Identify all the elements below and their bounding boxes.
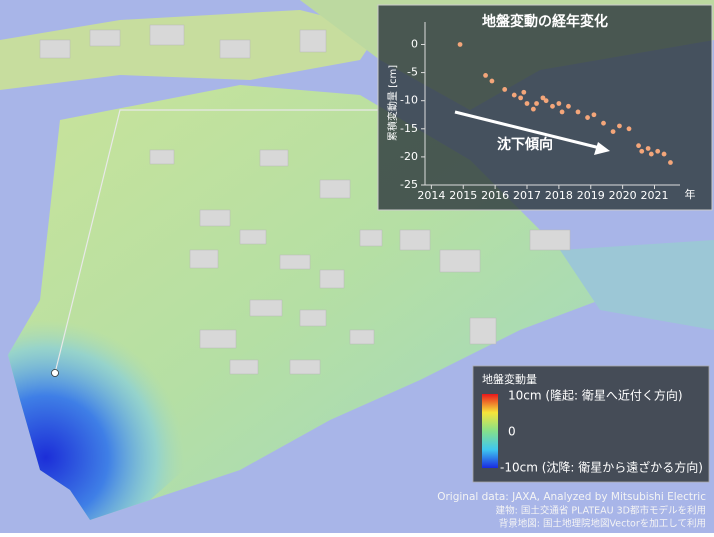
data-point: [524, 101, 530, 106]
x-tick-label: 2015: [449, 189, 477, 202]
y-tick-label: -10: [400, 94, 418, 107]
data-point: [556, 101, 562, 106]
data-point: [575, 109, 581, 115]
data-point: [610, 129, 616, 135]
x-tick-label: 2018: [545, 189, 573, 202]
data-point: [645, 146, 651, 151]
data-point: [457, 42, 463, 47]
data-point: [511, 92, 517, 98]
data-point: [534, 101, 539, 106]
data-point: [483, 72, 488, 78]
data-point: [489, 78, 495, 84]
data-point: [566, 103, 571, 109]
data-point: [601, 120, 606, 126]
callout-point: [51, 369, 59, 377]
y-tick-label: -5: [407, 66, 418, 79]
y-tick-label: -15: [400, 122, 418, 135]
x-tick-label: 2016: [481, 189, 509, 202]
subsidence-area: [8, 270, 260, 520]
legend-label: 10cm (隆起: 衛星へ近付く方向): [508, 388, 683, 403]
trend-arrowhead: [594, 142, 610, 155]
x-tick-label: 2017: [513, 189, 541, 202]
inset-chart: 地盤変動の経年変化 累積変動量 [cm] 年 沈下傾向 0 -5 -10 -15 -20…: [386, 13, 696, 202]
callout-line: [54, 109, 378, 374]
annotation: 沈下傾向: [497, 136, 553, 153]
y-tick-label: -20: [400, 150, 418, 163]
data-point: [518, 95, 524, 101]
y-axis-label: 累積変動量 [cm]: [386, 65, 399, 141]
credit: 建物: 国土交通省 PLATEAU 3D都市モデルを利用: [496, 505, 706, 517]
data-point: [502, 87, 508, 92]
credit: 背景地図: 国土地理院地図Vectorを加工して利用: [499, 518, 706, 530]
data-point: [585, 115, 590, 120]
x-tick-label: 2021: [641, 189, 669, 202]
data-point: [550, 103, 555, 109]
pier: [560, 240, 714, 330]
x-tick-label: 2020: [609, 189, 637, 202]
inset-panel: [377, 4, 713, 211]
legend-title: 地盤変動量: [482, 372, 537, 386]
data-point: [648, 151, 654, 157]
legend-label: -10cm (沈降: 衛星から遠ざかる方向): [500, 460, 703, 475]
data-point: [559, 109, 565, 115]
data-point: [617, 123, 622, 129]
data-point: [626, 126, 632, 132]
legend-panel: [472, 365, 710, 483]
x-tick-label: 2014: [417, 189, 445, 202]
data-point: [540, 95, 546, 101]
y-tick-label: -25: [400, 178, 418, 191]
data-point: [639, 148, 645, 154]
data-point: [655, 148, 661, 154]
legend-label: 0: [508, 425, 516, 439]
data-point: [543, 98, 549, 104]
data-point: [661, 151, 667, 157]
credit: Original data: JAXA, Analyzed by Mitsubi…: [437, 491, 706, 503]
x-axis-label: 年: [685, 187, 696, 201]
data-point: [591, 112, 597, 118]
data-point: [636, 143, 641, 149]
buildings: [39, 24, 571, 375]
trend-arrow: [454, 110, 601, 150]
x-tick-label: 2019: [577, 189, 605, 202]
chart-title: 地盤変動の経年変化: [482, 13, 608, 30]
data-point: [530, 106, 536, 112]
data-point: [521, 89, 527, 95]
data-point: [668, 160, 673, 165]
color-bar: [482, 394, 498, 468]
y-tick-label: 0: [411, 37, 418, 50]
